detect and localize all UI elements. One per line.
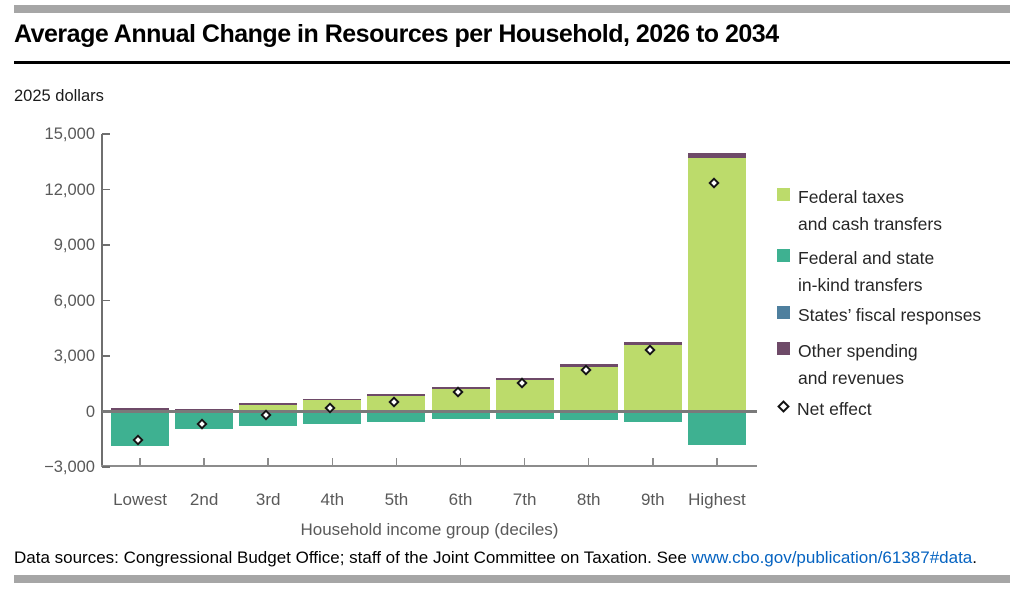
zero-baseline [102,410,757,413]
x-axis-category-label: Highest [688,490,746,509]
y-axis-tick [102,133,110,135]
y-axis-tick-label: 6,000 [53,291,95,310]
data-sources-note: Data sources: Congressional Budget Offic… [14,548,1014,568]
x-axis-tick [716,458,718,466]
bar-segment [687,411,746,445]
x-axis-line [101,465,757,467]
bar-segment [239,405,298,412]
bottom-divider-bar [14,575,1010,583]
footer-text: Data sources: Congressional Budget Offic… [14,548,692,567]
bar-segment [559,364,618,368]
y-axis-tick [102,355,110,357]
net-effect-diamond-icon [777,400,790,413]
x-axis-tick [395,458,398,466]
x-axis-tick [331,458,334,466]
bar-segment [367,411,426,422]
legend-swatch-states-icon [777,306,790,319]
bar-segment [623,344,682,412]
y-axis-tick-label: 0 [85,402,95,421]
x-axis-category-label: Lowest [113,490,167,509]
units-label: 2025 dollars [14,87,104,105]
y-axis-line [101,134,103,467]
cbo-publication-link[interactable]: www.cbo.gov/publication/61387#data [691,548,973,567]
bar-segment [431,389,490,412]
bar-segment [687,158,746,412]
legend-label: and cash transfers [798,214,942,234]
x-axis-category-label: 8th [576,490,601,509]
bar-segment [431,411,490,419]
bar-segment [239,411,298,427]
top-divider-bar [14,5,1010,13]
legend-swatch-other-icon [777,342,790,355]
x-axis-tick [203,458,205,466]
legend-item-in-kind-transfers: Federal and state in-kind transfers [777,245,934,299]
bar-segment [303,398,362,401]
legend-item-other-spending: Other spending and revenues [777,338,918,392]
y-axis-tick [102,244,110,246]
x-axis-tick [459,458,462,466]
legend-label: Federal taxes [798,187,905,207]
y-axis-tick-label: 12,000 [44,180,95,199]
legend-item-net-effect: Net effect [777,396,872,423]
legend-swatch-federal-taxes-icon [777,188,790,201]
x-axis-tick [139,458,141,466]
x-axis-tick [587,458,590,466]
y-axis-tick [102,188,110,191]
x-axis-category-label: 7th [512,490,537,509]
bar-segment [623,342,682,345]
x-axis-category-label: 2nd [189,490,219,509]
y-axis-tick-label: 15,000 [44,125,95,143]
bar-segment [559,411,618,420]
x-axis-tick [523,458,526,466]
bar-segment [175,408,234,412]
y-axis-tick-label: 9,000 [53,236,95,254]
x-axis-category-label: 9th [640,490,665,509]
bar-segment [111,407,169,412]
legend-label: Net effect [797,399,872,419]
bar-segment [559,367,618,412]
x-axis-category-label: 6th [448,490,473,509]
legend-label: in-kind transfers [798,275,923,295]
footer-period: . [972,548,977,567]
y-axis-tick [102,466,110,468]
y-axis-tick-label: 3,000 [53,347,95,365]
title-rule [14,61,1010,64]
legend-swatch-in-kind-icon [777,249,790,262]
bar-segment [367,393,426,396]
legend-label: States’ fiscal responses [798,305,982,325]
bar-segment [239,403,298,406]
bar-segment [495,411,554,419]
legend-label: Other spending [798,341,918,361]
legend-label: Federal and state [798,248,935,268]
legend-label: and revenues [798,368,905,388]
x-axis-tick [267,458,269,466]
x-axis-category-label: 3rd [255,490,281,509]
y-axis-tick [102,299,110,302]
x-axis-tick [652,458,654,466]
legend-item-states-fiscal: States’ fiscal responses [777,302,981,329]
bar-segment [687,152,746,159]
plot-area: Lowest 2nd 3rd 4th 5th 6th 7th 8th 9th Highest [101,133,757,509]
x-axis-category-label: 4th [320,490,345,509]
bar-segment [623,411,682,422]
y-axis-tick-label: −3,000 [44,458,95,476]
x-axis-category-label: 5th [384,490,409,509]
x-axis-title: Household income group (deciles) [300,520,559,539]
legend-item-federal-taxes: Federal taxes and cash transfers [777,184,942,238]
bar-segment [303,411,362,424]
figure-title: Average Annual Change in Resources per H… [14,20,779,48]
